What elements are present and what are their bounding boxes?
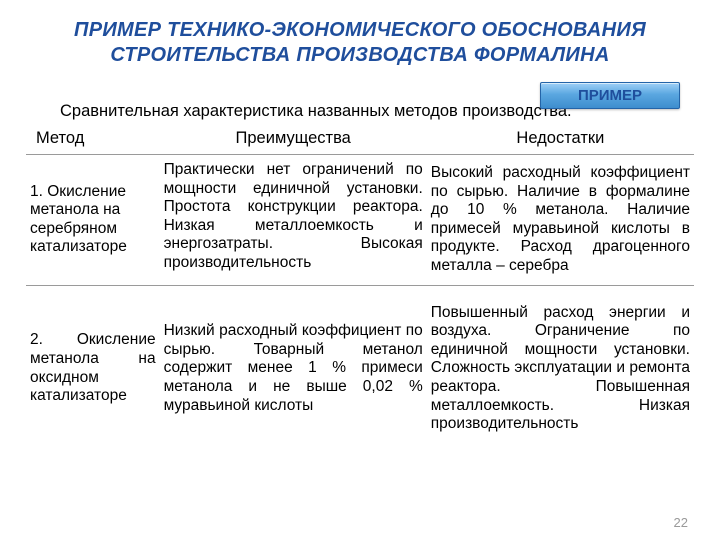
col-disadvantages: Недостатки [427, 125, 694, 155]
cell-advantages: Низкий расходный коэффициент по сырью. Т… [160, 285, 427, 440]
cell-disadvantages: Повышенный расход энергии и воздуха. Огр… [427, 285, 694, 440]
table-row: 1. Окисление метанола на серебряном ката… [26, 155, 694, 286]
col-advantages: Преимущества [160, 125, 427, 155]
table-row: 2. Окисление метанола на оксидном катали… [26, 285, 694, 440]
cell-disadvantages: Высокий расходный коэффициент по сырью. … [427, 155, 694, 286]
cell-method: 2. Окисление метанола на оксидном катали… [26, 285, 160, 440]
cell-advantages: Практически нет ограничений по мощности … [160, 155, 427, 286]
table-header-row: Метод Преимущества Недостатки [26, 125, 694, 155]
col-method: Метод [26, 125, 160, 155]
page-number: 22 [674, 515, 688, 530]
page-title: ПРИМЕР ТЕХНИКО-ЭКОНОМИЧЕСКОГО ОБОСНОВАНИ… [26, 18, 694, 68]
cell-method: 1. Окисление метанола на серебряном ката… [26, 155, 160, 286]
example-badge: ПРИМЕР [540, 82, 680, 109]
comparison-table: Метод Преимущества Недостатки 1. Окислен… [26, 125, 694, 440]
